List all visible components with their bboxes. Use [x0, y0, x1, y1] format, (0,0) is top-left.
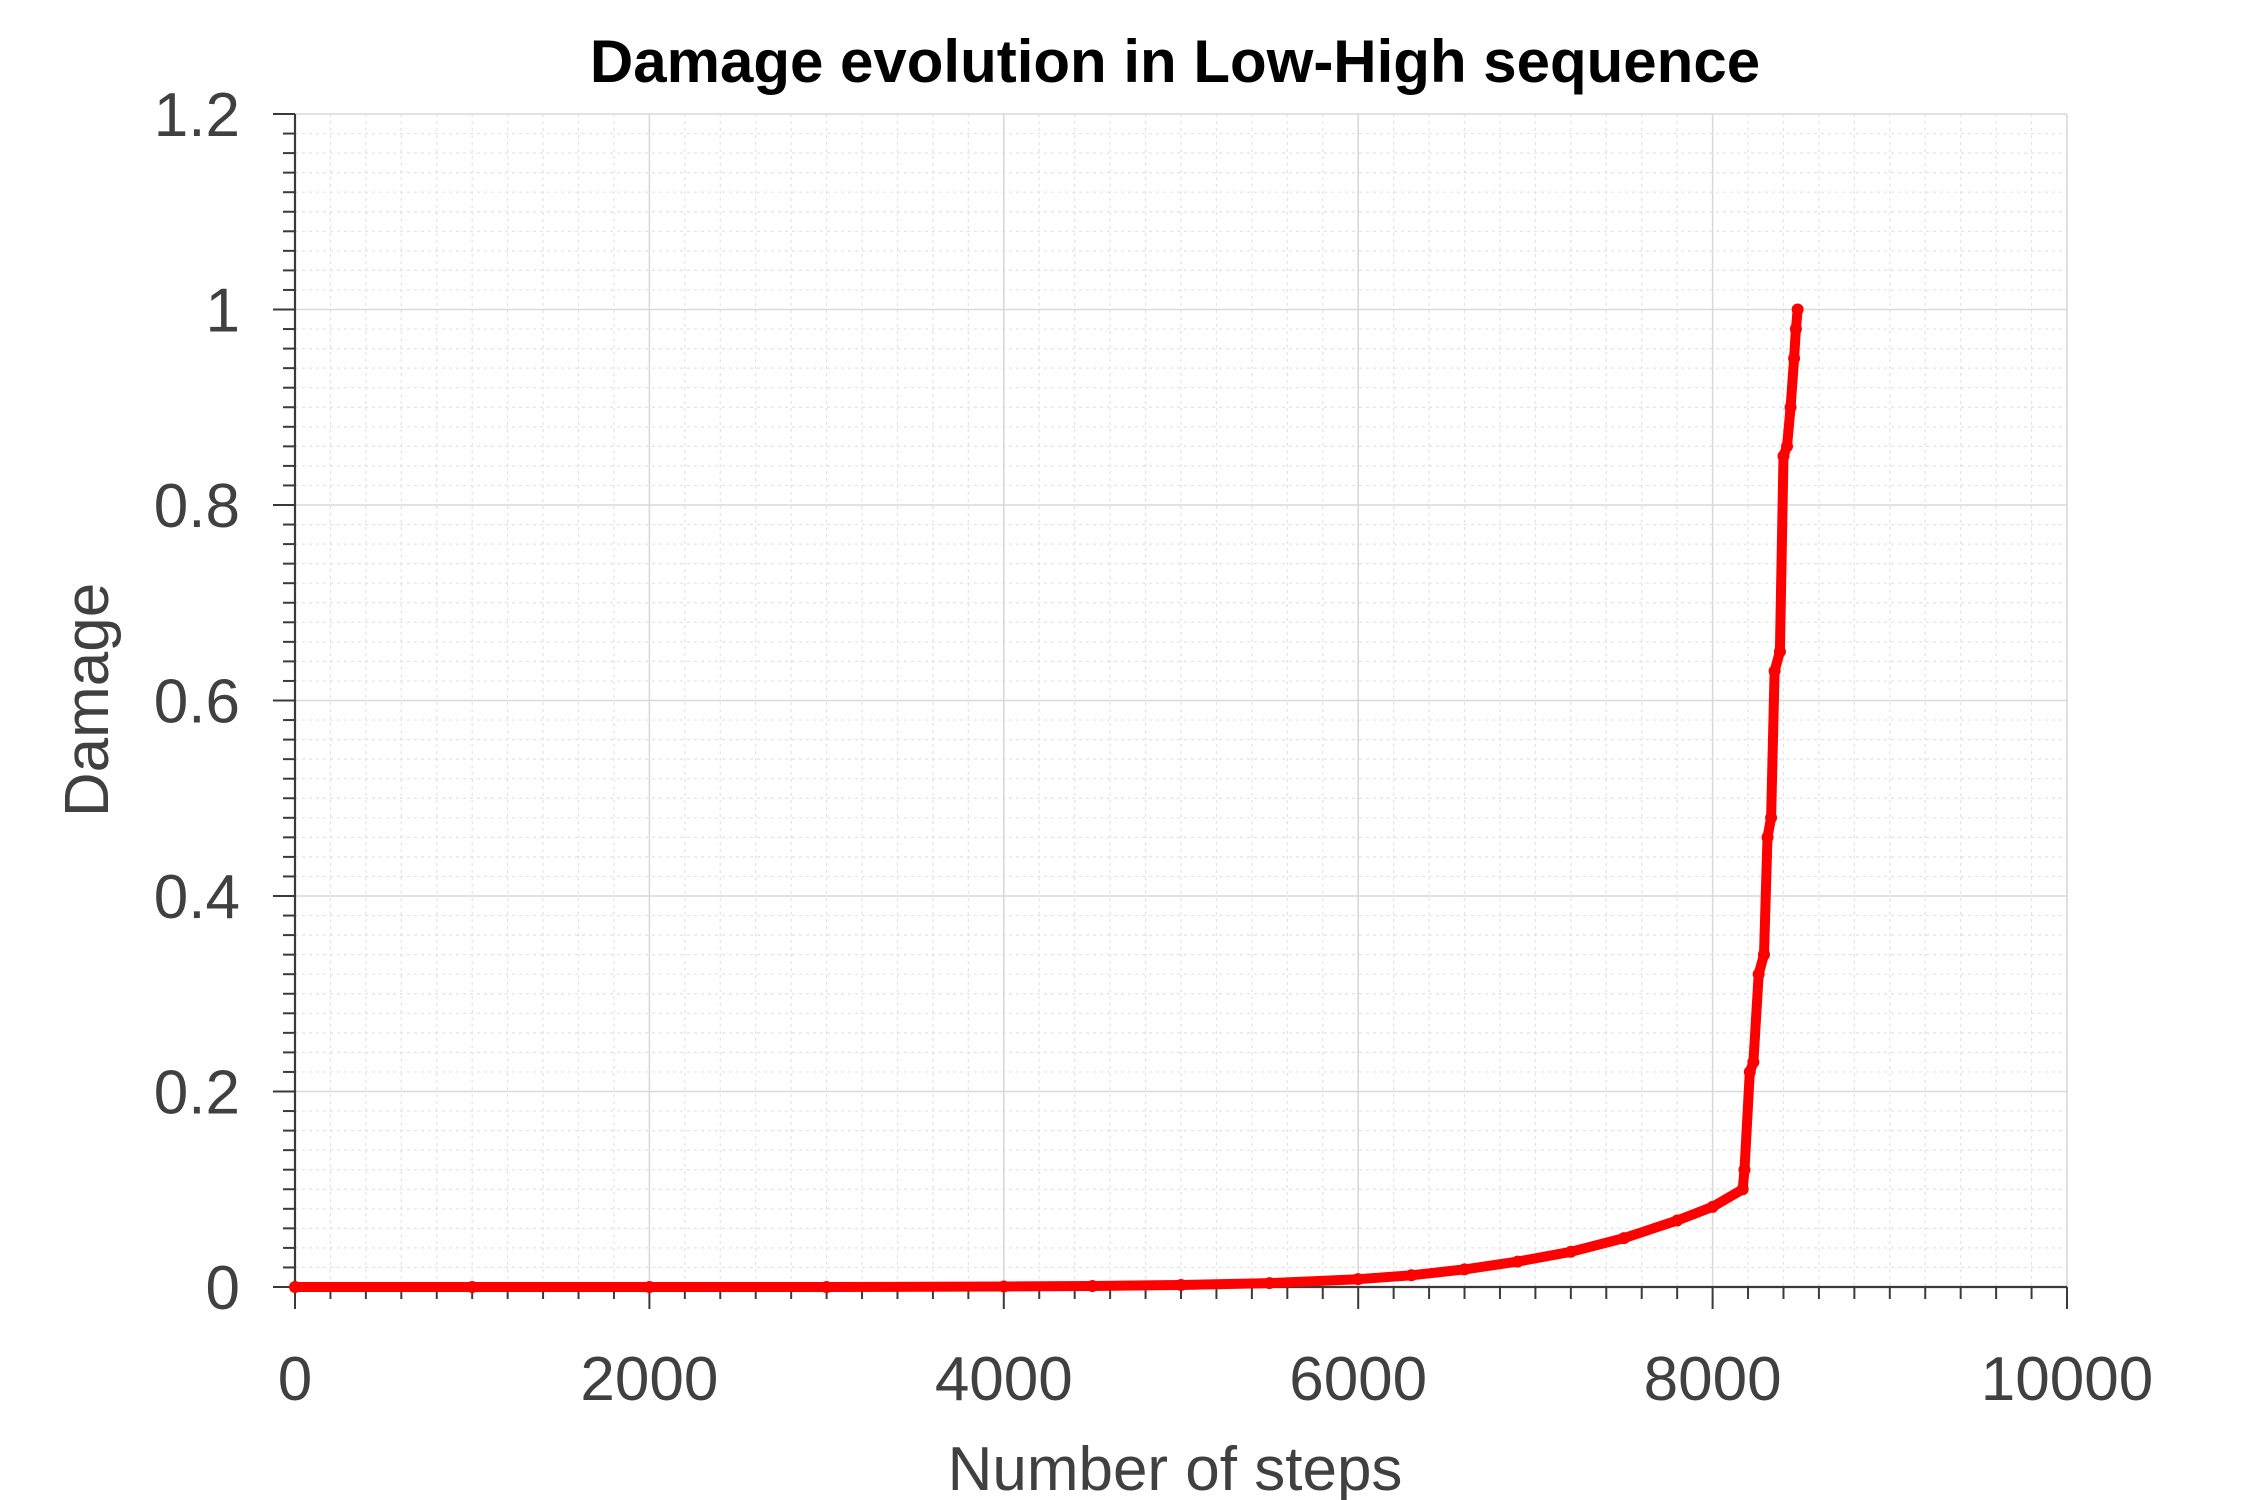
data-point [1765, 811, 1778, 824]
data-point [1761, 831, 1774, 844]
data-point [1175, 1279, 1187, 1292]
y-tick-label: 0.2 [154, 1059, 240, 1128]
data-point [1706, 1200, 1719, 1213]
data-point [1747, 1056, 1760, 1069]
data-point [1743, 1065, 1756, 1078]
data-point [1263, 1277, 1276, 1290]
x-tick-label: 2000 [580, 1345, 718, 1414]
data-point [1752, 968, 1765, 981]
x-tick-label: 8000 [1644, 1345, 1782, 1414]
x-axis-ticks: 0 2000 4000 6000 8000 10000 [278, 1287, 2153, 1414]
series-layer [289, 303, 1804, 1293]
x-tick-label: 10000 [1981, 1345, 2153, 1414]
y-tick-label: 0.8 [154, 472, 240, 541]
data-point [820, 1281, 833, 1293]
data-point [1791, 303, 1804, 316]
plot-area: 0 2000 4000 6000 8000 10000 0 0.2 0.4 0.6 0.8 1 1.2 [154, 81, 2153, 1414]
data-point [997, 1280, 1010, 1293]
data-point [1781, 440, 1794, 453]
data-point [1405, 1269, 1418, 1282]
data-point [1086, 1280, 1099, 1293]
grid [294, 113, 2068, 1288]
data-point [1736, 1183, 1749, 1196]
x-tick-label: 0 [278, 1345, 312, 1414]
data-point [1671, 1214, 1684, 1227]
y-axis-label: Damage [53, 583, 122, 817]
data-point [1773, 645, 1786, 658]
data-point [1768, 665, 1781, 678]
y-tick-label: 1 [206, 277, 240, 346]
damage-series-line [290, 304, 1803, 1292]
y-tick-label: 0.6 [154, 668, 240, 737]
data-point [289, 1281, 301, 1293]
x-tick-label: 6000 [1289, 1345, 1427, 1414]
data-point [643, 1281, 656, 1293]
data-point [1777, 450, 1790, 463]
x-axis-label: Number of steps [948, 1435, 1403, 1500]
data-point [1618, 1232, 1630, 1245]
data-point [1757, 948, 1770, 961]
chart-title: Damage evolution in Low-High sequence [590, 28, 1760, 95]
data-point [1784, 401, 1797, 414]
data-point [1352, 1273, 1365, 1286]
data-point [1789, 323, 1802, 336]
data-point [466, 1281, 479, 1293]
y-axis-ticks: 0 0.2 0.4 0.6 0.8 1 1.2 [154, 81, 295, 1323]
data-point [1458, 1263, 1471, 1276]
data-point [1511, 1255, 1524, 1268]
y-tick-label: 1.2 [154, 81, 240, 150]
x-tick-label: 4000 [935, 1345, 1073, 1414]
y-tick-label: 0 [206, 1254, 240, 1323]
data-point [1738, 1163, 1751, 1176]
data-point [1564, 1245, 1577, 1258]
data-point [1788, 352, 1801, 365]
y-tick-label: 0.4 [154, 863, 240, 932]
